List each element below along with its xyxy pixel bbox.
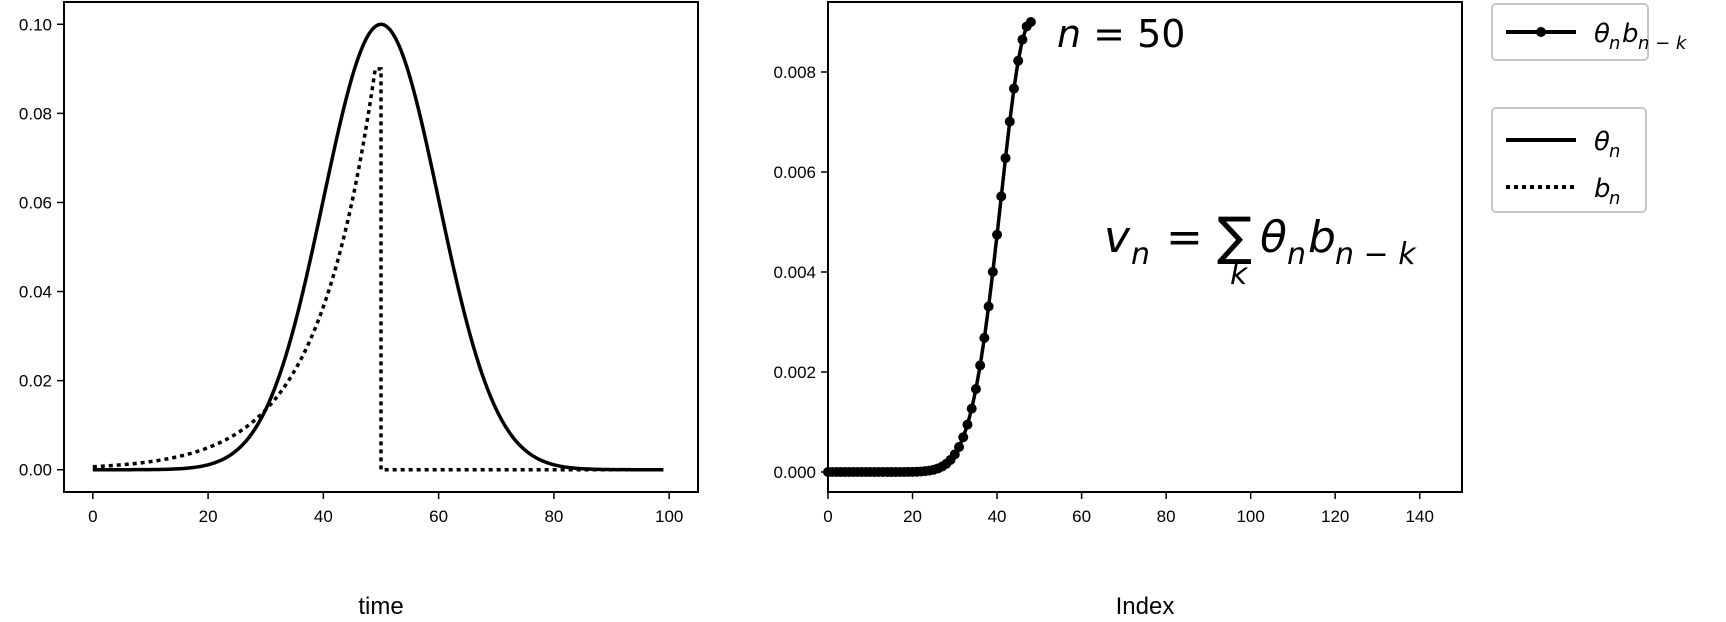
- right-x-tick-label: 40: [988, 507, 1007, 526]
- left-x-tick-label: 80: [544, 507, 563, 526]
- right-x-tick-label: 100: [1236, 507, 1264, 526]
- legend-left-label-b: b: [1594, 174, 1611, 204]
- legend-left-frame: [1491, 107, 1647, 213]
- left-y-tick-label: 0.04: [19, 283, 52, 302]
- svg-text:b: b: [1622, 19, 1639, 49]
- series-theta-b-point: [1008, 83, 1019, 94]
- svg-text:n: n: [1609, 33, 1620, 54]
- series-theta-b-point: [983, 301, 994, 312]
- left-x-tick-label: 100: [655, 507, 683, 526]
- legend-right-swatch-marker: [1536, 27, 1546, 37]
- right-chart: 0 20 40 60 80 100 120 140 0.000 0.002 0.004 0.006 0.…: [773, 1, 1463, 620]
- series-theta-b-line: [828, 20, 1033, 474]
- series-theta-b-point: [970, 384, 981, 395]
- left-x-tick-label: 0: [88, 507, 97, 526]
- right-x-axis-label: Index: [1116, 593, 1175, 620]
- right-ticks: 0 20 40 60 80 100 120 140 0.000 0.002 0.004 0.006 0.…: [773, 63, 1433, 526]
- series-theta-b-point: [962, 419, 973, 430]
- series-theta-b-point: [1004, 116, 1015, 127]
- left-x-tick-label: 40: [314, 507, 333, 526]
- left-y-tick-label: 0.06: [19, 193, 52, 212]
- svg-text:v: v: [1104, 212, 1131, 263]
- annotation-convolution-formula: v n = ∑ k θ n b n − k: [1104, 207, 1417, 292]
- left-y-tick-label: 0.10: [19, 15, 52, 34]
- series-theta-b-point: [1013, 55, 1024, 66]
- right-plot-area: [823, 17, 1036, 477]
- series-theta-b-point: [966, 403, 977, 414]
- svg-text:k: k: [1230, 257, 1249, 292]
- series-theta-b-point: [992, 229, 1003, 240]
- series-theta-b-point: [954, 442, 965, 453]
- svg-text:n − k: n − k: [1335, 237, 1417, 272]
- series-theta-b-point: [987, 266, 998, 277]
- series-theta-b-point: [949, 449, 960, 460]
- right-x-tick-label: 80: [1157, 507, 1176, 526]
- svg-text:=: =: [1166, 212, 1203, 263]
- svg-text:n: n: [1131, 237, 1150, 272]
- svg-text:θ: θ: [1260, 212, 1287, 263]
- left-ticks: 0 20 40 60 80 100 0.00 0.02 0.04 0.06 0.08 0.10: [19, 15, 683, 526]
- series-theta-b-point: [1000, 153, 1011, 164]
- right-y-tick-label: 0.002: [773, 363, 816, 382]
- series-theta-b-point: [1017, 34, 1028, 45]
- left-y-tick-label: 0.02: [19, 372, 52, 391]
- svg-text:n − k: n − k: [1638, 33, 1688, 54]
- right-x-tick-label: 60: [1072, 507, 1091, 526]
- right-x-tick-label: 120: [1321, 507, 1349, 526]
- right-x-tick-label: 20: [903, 507, 922, 526]
- legend-left-label-theta-sub: n: [1609, 141, 1620, 162]
- svg-text:n: n: [1287, 237, 1306, 272]
- svg-text:θ: θ: [1594, 19, 1610, 49]
- left-y-tick-label: 0.08: [19, 104, 52, 123]
- left-x-tick-label: 60: [429, 507, 448, 526]
- legend-right: θ n b n − k: [1491, 3, 1688, 61]
- series-theta-b-point: [979, 332, 990, 343]
- left-y-tick-label: 0.00: [19, 461, 52, 480]
- left-plot-area: [92, 22, 664, 472]
- series-b-n-line: [92, 67, 664, 472]
- series-theta-b-point: [958, 432, 969, 443]
- legend-left-label-theta: θ: [1594, 127, 1610, 157]
- annotation-n-equals-50: n = 50: [1057, 12, 1185, 56]
- legend-right-label: θ n b n − k: [1594, 19, 1688, 54]
- right-axes-frame: [827, 1, 1463, 493]
- legend-left: θ n b n: [1491, 107, 1647, 213]
- series-theta-n-line: [92, 22, 664, 472]
- left-x-tick-label: 20: [199, 507, 218, 526]
- left-axes-frame: [63, 1, 699, 493]
- left-chart: 0 20 40 60 80 100 0.00 0.02 0.04 0.06 0.08 0.10 tim…: [19, 1, 699, 620]
- series-theta-b-point: [975, 360, 986, 371]
- right-x-tick-label: 140: [1406, 507, 1434, 526]
- svg-text:b: b: [1308, 212, 1336, 263]
- right-y-tick-label: 0.004: [773, 263, 816, 282]
- right-y-tick-label: 0.006: [773, 163, 816, 182]
- right-x-tick-label: 0: [823, 507, 832, 526]
- right-y-tick-label: 0.000: [773, 463, 816, 482]
- series-theta-b-point: [1025, 17, 1036, 27]
- series-theta-b-point: [996, 191, 1007, 202]
- svg-text:∑: ∑: [1217, 207, 1252, 267]
- left-x-axis-label: time: [358, 593, 403, 620]
- right-y-tick-label: 0.008: [773, 63, 816, 82]
- legend-left-label-b-sub: n: [1609, 188, 1620, 209]
